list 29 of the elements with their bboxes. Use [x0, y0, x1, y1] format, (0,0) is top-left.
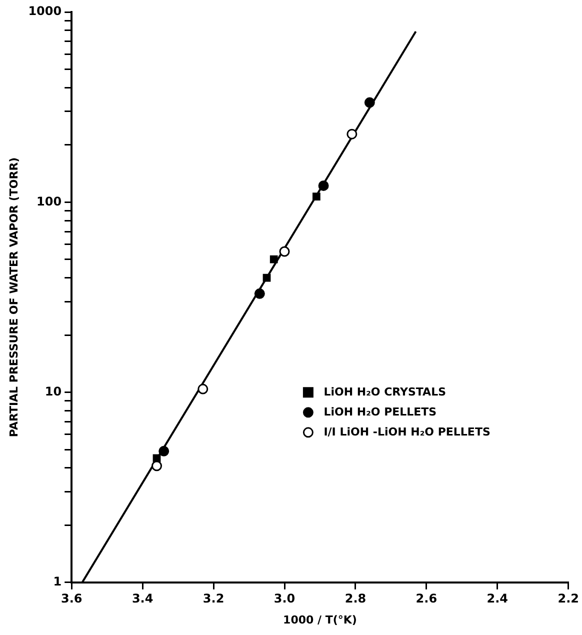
point — [158, 446, 170, 456]
point — [152, 460, 162, 472]
point — [318, 180, 329, 191]
legend-label: LiOH H₂O CRYSTALS — [324, 385, 446, 398]
x-tick-label: 3.0 — [274, 592, 296, 606]
legend-label: LiOH H₂O PELLETS — [324, 405, 437, 418]
point — [262, 274, 271, 282]
point — [346, 128, 358, 140]
legend-label: I/I LiOH -LiOH H₂O PELLETS — [324, 425, 490, 438]
x-tick-label: 2.4 — [486, 592, 508, 606]
x-axis-title: 1000 / T(°K) — [283, 613, 357, 626]
y-axis-title: PARTIAL PRESSURE OF WATER VAPOR (TORR) — [7, 157, 20, 438]
y-tick-label: 10 — [44, 384, 62, 398]
point — [198, 384, 208, 394]
y-tick-label: 100 — [36, 194, 62, 208]
y-tick-label: 1000 — [28, 4, 62, 18]
x-tick-label: 2.8 — [344, 592, 366, 606]
point — [312, 192, 320, 200]
y-tick-label: 1 — [53, 574, 62, 589]
point — [364, 97, 375, 108]
x-tick-label: 3.4 — [132, 592, 154, 606]
point — [270, 255, 278, 264]
x-tick-label: 2.2 — [558, 592, 580, 606]
point — [152, 454, 161, 462]
point — [254, 288, 265, 299]
x-tick-label: 3.6 — [60, 592, 82, 606]
x-tick-label: 3.2 — [202, 592, 224, 606]
point — [279, 246, 290, 257]
x-tick-label: 2.6 — [416, 592, 438, 606]
